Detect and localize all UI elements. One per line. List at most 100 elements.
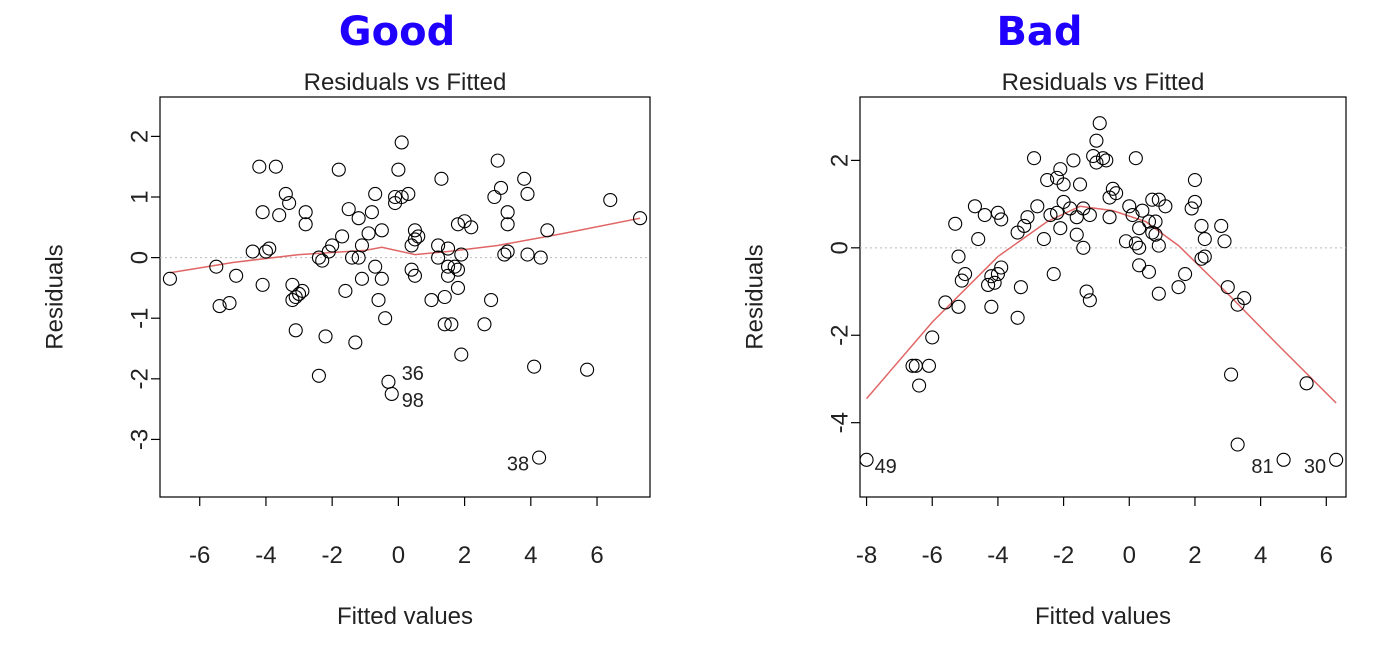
x-axis-label: Fitted values <box>337 603 473 630</box>
data-point <box>1099 153 1114 168</box>
data-point <box>381 374 396 389</box>
data-point <box>411 229 426 244</box>
data-point <box>517 171 532 186</box>
outlier-label: 30 <box>1304 456 1326 478</box>
data-point <box>212 299 227 314</box>
data-point <box>285 277 300 292</box>
data-point <box>315 253 330 268</box>
x-tick-label: -8 <box>856 542 877 569</box>
data-point <box>354 238 370 253</box>
data-point <box>1276 452 1291 467</box>
data-point <box>532 450 547 465</box>
y-tick-label: 1 <box>127 190 154 203</box>
good-panel: Good Residuals vs Fitted -6 -4 -2 0 2 4 6 -3 -2 -1… <box>42 12 651 630</box>
x-tick-label: 2 <box>1188 542 1201 569</box>
data-point <box>292 286 307 302</box>
data-point <box>431 238 446 253</box>
data-point <box>374 223 389 238</box>
data-point <box>951 299 966 314</box>
x-axis-label: Fitted values <box>1035 603 1171 630</box>
data-point <box>437 317 452 332</box>
data-point <box>311 368 326 383</box>
data-point <box>527 359 542 374</box>
data-point <box>407 232 422 247</box>
data-point <box>454 247 469 262</box>
data-point <box>341 202 356 217</box>
data-point <box>364 205 379 220</box>
data-point <box>990 205 1005 220</box>
data-point <box>912 378 927 393</box>
y-tick-label: 2 <box>827 154 854 167</box>
y-tick-label: 2 <box>127 130 154 143</box>
data-point <box>520 186 535 202</box>
y-tick-label: -2 <box>827 325 854 346</box>
data-point <box>1109 186 1124 201</box>
data-point <box>374 271 389 286</box>
data-point <box>391 162 406 177</box>
data-point <box>384 386 399 402</box>
data-point <box>1046 266 1061 282</box>
data-point <box>162 271 177 286</box>
data-point <box>500 244 515 259</box>
data-point <box>500 205 515 220</box>
data-point <box>533 250 548 265</box>
data-point <box>295 283 310 298</box>
plot-frame <box>159 96 651 498</box>
data-point <box>424 292 439 308</box>
panel-heading: Good <box>338 9 456 55</box>
data-point <box>348 335 363 350</box>
data-point <box>454 347 469 362</box>
data-point <box>394 135 409 150</box>
data-point <box>262 241 277 256</box>
outlier-label: 98 <box>402 390 424 412</box>
data-point <box>1217 234 1232 249</box>
residuals-plot-good: Residuals vs Fitted -6 -4 -2 0 2 4 6 -3 -2 -1 0 1 2 Fi… <box>42 69 651 630</box>
data-point <box>1030 199 1045 214</box>
data-point <box>1158 199 1173 214</box>
data-point <box>1017 218 1032 234</box>
data-point <box>1020 210 1035 225</box>
data-point <box>1197 249 1212 264</box>
data-point <box>401 186 416 202</box>
data-point <box>987 275 1002 290</box>
data-point <box>209 259 224 274</box>
data-point <box>1105 181 1120 196</box>
data-point <box>1184 201 1199 216</box>
x-tick-label: -4 <box>255 542 276 569</box>
x-tick-label: -6 <box>922 542 943 569</box>
data-point <box>450 217 466 232</box>
data-point <box>298 205 313 220</box>
data-point <box>1118 234 1134 249</box>
data-point <box>229 268 244 283</box>
data-point <box>335 229 350 244</box>
data-point <box>1151 238 1166 253</box>
data-point <box>954 273 969 288</box>
data-point <box>1013 280 1028 295</box>
data-point <box>1086 148 1101 164</box>
data-point <box>1010 310 1025 325</box>
data-point <box>1299 376 1314 391</box>
data-point <box>361 226 376 241</box>
data-point <box>994 260 1009 275</box>
x-tick-label: 4 <box>524 542 537 569</box>
data-point <box>272 208 287 223</box>
y-tick-label: -4 <box>827 412 854 433</box>
data-point <box>351 211 366 226</box>
data-point <box>1092 116 1107 131</box>
data-point <box>440 268 456 283</box>
data-point <box>1141 214 1157 229</box>
data-point <box>925 330 940 345</box>
outlier-label: 36 <box>402 363 424 385</box>
data-point <box>1122 199 1137 214</box>
x-tick-label: -2 <box>321 542 342 569</box>
y-tick-label: -1 <box>127 308 154 329</box>
data-point <box>490 153 505 168</box>
data-point <box>1145 192 1160 207</box>
data-point <box>1040 173 1055 188</box>
data-point <box>1095 151 1111 166</box>
data-point <box>990 266 1005 282</box>
data-point <box>282 196 297 211</box>
data-point <box>487 189 502 205</box>
data-point <box>1128 236 1143 251</box>
smooth-trend-line <box>865 205 1337 404</box>
